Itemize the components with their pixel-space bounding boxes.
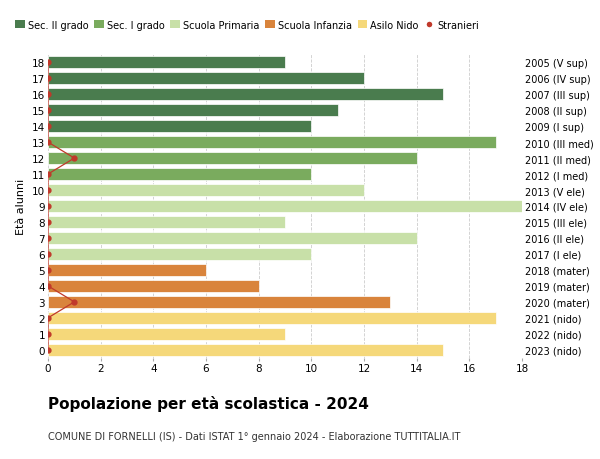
Bar <box>48 137 496 149</box>
Text: COMUNE DI FORNELLI (IS) - Dati ISTAT 1° gennaio 2024 - Elaborazione TUTTITALIA.I: COMUNE DI FORNELLI (IS) - Dati ISTAT 1° … <box>48 431 460 442</box>
Bar <box>48 312 496 324</box>
Bar <box>48 328 285 340</box>
Legend: Sec. II grado, Sec. I grado, Scuola Primaria, Scuola Infanzia, Asilo Nido, Stran: Sec. II grado, Sec. I grado, Scuola Prim… <box>15 21 479 31</box>
Bar <box>48 217 285 229</box>
Bar <box>48 57 285 69</box>
Bar <box>48 89 443 101</box>
Y-axis label: Età alunni: Età alunni <box>16 179 26 235</box>
Bar <box>48 105 338 117</box>
Bar <box>48 344 443 356</box>
Bar <box>48 153 416 165</box>
Bar <box>48 280 259 292</box>
Bar <box>48 185 364 196</box>
Bar <box>48 248 311 260</box>
Bar <box>48 121 311 133</box>
Text: Popolazione per età scolastica - 2024: Popolazione per età scolastica - 2024 <box>48 395 369 411</box>
Bar <box>48 296 391 308</box>
Bar <box>48 264 206 276</box>
Bar <box>48 73 364 85</box>
Bar <box>48 232 416 244</box>
Bar <box>48 201 522 213</box>
Bar <box>48 169 311 181</box>
